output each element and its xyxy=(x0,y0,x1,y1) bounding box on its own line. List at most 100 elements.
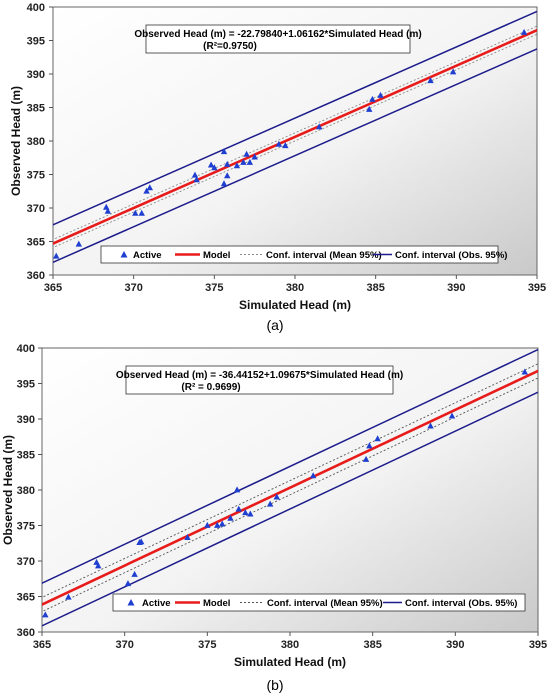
data-point xyxy=(220,148,228,155)
data-point xyxy=(366,105,373,112)
y-tick-label: 365 xyxy=(17,592,35,604)
data-point xyxy=(53,252,60,259)
data-point xyxy=(369,95,376,102)
data-point xyxy=(75,240,83,247)
data-point xyxy=(316,123,323,130)
y-axis-title-b: Observed Head (m) xyxy=(1,435,15,545)
data-point xyxy=(191,171,199,178)
data-point xyxy=(247,510,254,517)
data-point xyxy=(243,150,250,157)
panel-label-a: (a) xyxy=(266,317,283,333)
equation-box-a: Observed Head (m) = -22.79840+1.06162*Si… xyxy=(134,24,422,54)
data-point xyxy=(282,142,289,149)
obs-ci-upper-line xyxy=(42,348,538,585)
legend-label-model: Model xyxy=(203,598,230,609)
legend-label-mean-ci: Conf. interval (Mean 95%) xyxy=(266,250,382,261)
y-tick-label: 375 xyxy=(17,521,35,533)
x-tick-label: 370 xyxy=(116,639,134,651)
data-point xyxy=(240,158,247,165)
regression-equation: Observed Head (m) = -36.44152+1.09675*Si… xyxy=(116,370,403,381)
y-tick-label: 370 xyxy=(27,203,45,215)
y-tick-label: 380 xyxy=(27,136,45,148)
x-tick-label: 370 xyxy=(125,282,143,294)
obs-ci-lower-line xyxy=(53,48,537,264)
x-tick-labels-a: 365 370 375 380 385 390 395 xyxy=(44,282,546,294)
data-point xyxy=(427,77,434,84)
data-point xyxy=(309,472,317,479)
regression-equation: Observed Head (m) = -22.79840+1.06162*Si… xyxy=(134,29,421,40)
y-tick-label: 365 xyxy=(27,237,45,249)
y-tick-label: 385 xyxy=(17,450,35,462)
data-point xyxy=(143,187,150,194)
legend-label-active: Active xyxy=(133,250,162,261)
data-point xyxy=(233,162,241,169)
data-point xyxy=(374,435,381,442)
data-point xyxy=(275,140,283,147)
fit-lines xyxy=(42,348,538,627)
data-point xyxy=(214,521,221,528)
data-point xyxy=(448,412,456,419)
data-point xyxy=(65,593,72,600)
data-point xyxy=(427,422,434,429)
y-tick-label: 395 xyxy=(17,379,35,391)
y-tick-label: 380 xyxy=(17,485,35,497)
legend-marker-active xyxy=(127,599,135,606)
x-tick-label: 375 xyxy=(205,282,223,294)
y-tick-labels-b: 360 365 370 375 380 385 390 395 400 xyxy=(17,343,35,639)
data-point xyxy=(266,500,274,507)
mean-ci-lower-line xyxy=(42,377,538,613)
data-point xyxy=(251,153,258,160)
data-point xyxy=(246,158,254,165)
y-tick-labels-a: 360 365 370 375 380 385 390 395 400 xyxy=(27,2,45,282)
y-tick-label: 395 xyxy=(27,36,45,48)
x-tick-label: 365 xyxy=(44,282,62,294)
data-point xyxy=(224,160,231,167)
x-tick-label: 390 xyxy=(447,282,465,294)
model-line xyxy=(53,28,537,245)
chart-panel-b: 360 365 370 375 380 385 390 395 400 365 … xyxy=(1,343,547,693)
data-point xyxy=(124,580,132,587)
x-tick-labels-b: 365 370 375 380 385 390 395 xyxy=(33,639,547,651)
data-point xyxy=(521,368,528,375)
mean-ci-upper-line xyxy=(42,363,538,598)
x-axis-title-b: Simulated Head (m) xyxy=(234,655,346,669)
data-point xyxy=(193,176,200,183)
plot-marks-a xyxy=(49,6,538,279)
data-point xyxy=(95,562,102,569)
legend-frame xyxy=(100,245,499,264)
y-tick-label: 400 xyxy=(17,343,35,355)
data-point xyxy=(132,209,139,216)
chart-panel-a: 360 365 370 375 380 385 390 395 400 365 … xyxy=(9,2,546,333)
data-point xyxy=(207,161,215,168)
data-point xyxy=(138,538,145,545)
data-point xyxy=(224,172,231,179)
fit-lines xyxy=(53,10,537,264)
data-point xyxy=(219,520,226,527)
y-tick-label: 390 xyxy=(17,414,35,426)
data-point xyxy=(366,442,373,449)
data-point xyxy=(362,455,370,462)
data-point xyxy=(377,91,384,98)
y-tick-label: 360 xyxy=(27,270,45,282)
data-point xyxy=(204,521,211,528)
panel-label-b: (b) xyxy=(266,677,283,693)
y-axis-title-a: Observed Head (m) xyxy=(9,86,23,196)
y-tick-label: 375 xyxy=(27,170,45,182)
legend-b: Active Model Conf. interval (Mean 95%) C… xyxy=(112,593,526,612)
x-tick-label: 375 xyxy=(198,639,216,651)
data-point xyxy=(184,533,191,540)
plot-marks-b xyxy=(38,347,539,636)
legend-label-obs-ci: Conf. interval (Obs. 95%) xyxy=(395,250,507,261)
x-tick-label: 390 xyxy=(446,639,464,651)
y-tick-label: 390 xyxy=(27,69,45,81)
x-tick-label: 380 xyxy=(286,282,304,294)
y-tick-label: 370 xyxy=(17,556,35,568)
data-point xyxy=(220,180,228,187)
r-squared: (R²=0.9750) xyxy=(203,41,257,52)
data-point xyxy=(131,570,138,577)
obs-ci-upper-line xyxy=(53,10,537,226)
data-point xyxy=(242,509,249,516)
legend-label-obs-ci: Conf. interval (Obs. 95%) xyxy=(405,598,517,609)
data-point xyxy=(235,505,242,512)
